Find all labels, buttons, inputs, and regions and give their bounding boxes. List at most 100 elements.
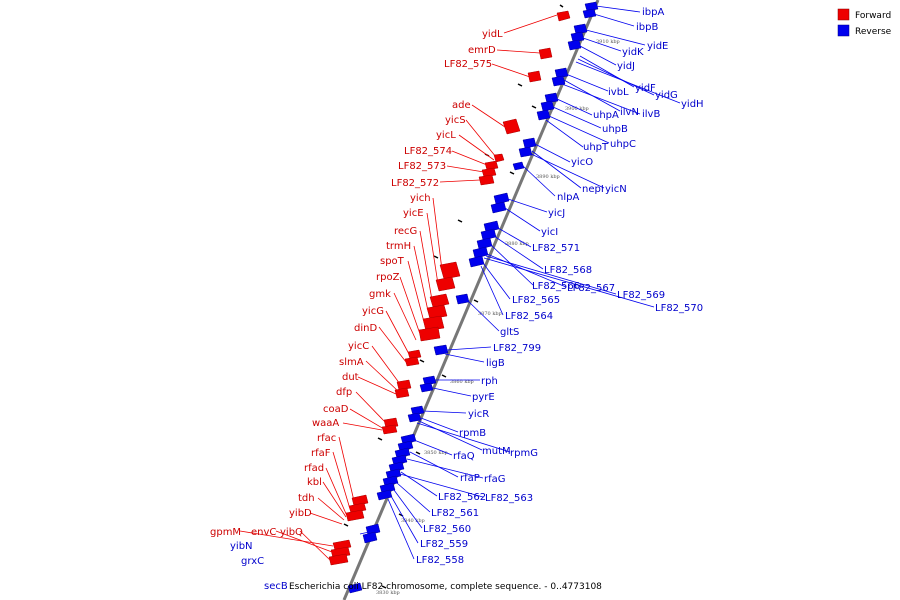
leader-line [504,207,541,232]
forward-gene-block [556,10,571,22]
gene-label: LF82_565 [512,295,560,306]
leader-line [444,353,485,363]
gene-label: rfaF [311,448,331,459]
gene-label: kbl [307,477,322,488]
leader-line [497,227,532,248]
leader-line [483,257,655,308]
forward-gene-block [381,424,398,435]
leader-line [299,530,331,561]
gene-label: nepI [582,184,604,195]
leader-line [491,63,531,78]
gene-label: yidJ [617,61,635,72]
legend-label-reverse: Reverse [855,27,892,37]
tick-mark [531,105,537,109]
gene-label: rfaG [484,474,506,485]
leader-line [239,530,334,547]
gene-label: envC [251,527,276,538]
gene-label: nlpA [557,192,579,203]
gene-label: gmk [369,289,391,300]
leader-line [577,58,655,96]
gene-label: LF82_563 [485,493,533,504]
reverse-gene-block [490,201,507,214]
tick-mark [559,4,564,8]
leader-line [413,245,429,312]
forward-gene-block [404,356,420,367]
leader-line [416,422,511,453]
reverse-gene-block [554,67,569,79]
gene-label: recG [394,226,417,237]
leader-line [332,451,351,510]
reverse-gene-block [422,375,437,386]
tick-mark [419,359,425,363]
forward-gene-block [484,160,499,171]
legend-label-forward: Forward [855,11,891,21]
reverse-gene-block [493,192,510,205]
gene-label: spoT [380,256,405,267]
leader-line [393,489,423,529]
gene-label: yibN [230,541,253,552]
gene-label: LF82_568 [544,265,592,276]
tick-mark [433,255,439,259]
reverse-gene-block [551,75,566,87]
leader-line [465,119,497,158]
leader-line [413,439,453,456]
gene-label: LF82_559 [420,539,468,550]
leader-line [471,104,506,128]
leader-line [446,346,492,351]
reverse-gene-block [512,161,525,171]
gene-label: ibpB [636,22,658,33]
leader-line [355,391,387,424]
leader-line [365,360,399,392]
gene-label: yibD [289,508,312,519]
gene-label: rfaP [460,473,480,484]
reverse-gene-block [382,475,399,487]
tick-mark [377,437,383,441]
gene-label: trmH [386,241,411,252]
leader-line [545,119,584,148]
reverse-gene-block [584,1,599,12]
gene-label: uhpC [610,139,636,150]
gene-label: yicO [571,157,593,168]
leader-line [399,276,421,335]
leader-line [466,299,500,332]
reverse-gene-block [397,440,414,452]
leader-line [531,150,582,189]
leader-line [275,530,333,553]
leader-line [378,326,407,363]
gene-label: LF82_562 [438,492,486,503]
gene-label: dut [342,372,359,383]
forward-gene-block [422,315,445,332]
reverse-gene-block [385,468,402,480]
reverse-gene-block [347,582,363,594]
gene-label: ivbL [608,87,629,98]
leader-line [582,37,622,52]
gene-label: yicE [403,208,424,219]
forward-gene-block [478,174,495,186]
leader-line [409,451,459,478]
leader-line [490,244,534,286]
tick-mark [343,523,349,527]
gene-label: pyrE [472,392,495,403]
tick-label: 3850 kbp [424,450,448,456]
gene-label: ibpA [642,7,664,18]
forward-gene-block [429,293,450,308]
leader-line [422,410,467,414]
tick-label: 3860 kbp [450,379,474,385]
leader-line [349,408,385,430]
gene-label: rpmB [459,428,486,439]
leader-line [426,212,439,285]
forward-gene-block [538,47,553,60]
reverse-gene-block [522,137,537,149]
leader-line [565,73,609,92]
leader-line [393,292,417,341]
leader-line [399,473,484,498]
leader-line [396,482,431,513]
gene-label: LF82_799 [493,343,541,354]
leader-line [446,165,485,173]
forward-labels: yidL emrD LF82_575 ade yicS yicL LF82_57… [210,29,503,592]
leader-line [548,115,610,144]
gene-label: LF82_575 [444,59,492,70]
forward-gene-block [502,118,521,135]
gene-label: yicR [468,409,489,420]
reverse-gene-block [419,382,434,393]
